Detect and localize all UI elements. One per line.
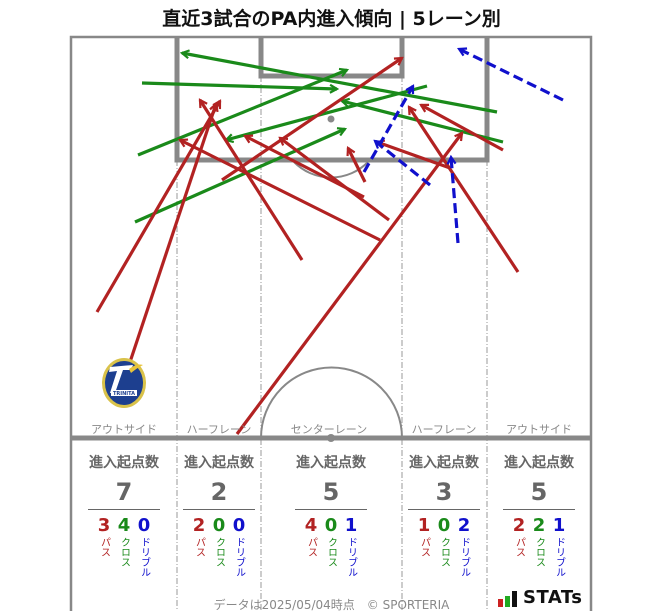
dribble-label: ドリブル	[233, 537, 245, 577]
center-circle	[260, 366, 403, 439]
stat-total: 3	[408, 478, 480, 510]
logo-bar-black-icon	[512, 591, 517, 607]
logo-bar-red-icon	[498, 599, 503, 607]
stat-header: 進入起点数	[504, 455, 574, 471]
dribble-count: 1	[552, 515, 566, 536]
pass-label: パス	[98, 537, 110, 557]
dribble-count: 0	[137, 515, 151, 536]
penalty-spot	[327, 115, 335, 123]
logo-bar-green-icon	[505, 596, 510, 607]
lane-label-halfspace-left: ハーフレーン	[186, 423, 252, 436]
lane-stats-outside-right: 進入起点数 5 2 パス 2 クロス 1 ドリブル	[499, 452, 579, 577]
cross-count: 4	[117, 515, 131, 536]
team-crest-icon: TRINITA	[102, 358, 146, 408]
stat-header: 進入起点数	[296, 455, 366, 471]
cross-label: クロス	[438, 537, 450, 567]
stat-total: 2	[183, 478, 255, 510]
dribble-label: ドリブル	[138, 537, 150, 577]
dribble-count: 0	[232, 515, 246, 536]
center-spot	[327, 434, 335, 442]
cross-label: クロス	[213, 537, 225, 567]
cross-count: 0	[212, 515, 226, 536]
cross-count: 0	[437, 515, 451, 536]
pass-label: パス	[418, 537, 430, 557]
dribble-label: ドリブル	[345, 537, 357, 577]
cross-count: 0	[324, 515, 338, 536]
cross-arrows	[134, 53, 504, 224]
stat-total: 5	[295, 478, 367, 510]
lane-label-center: センターレーン	[290, 423, 368, 436]
stat-total: 7	[88, 478, 160, 510]
lane-stats-halfspace-left: 進入起点数 2 2 パス 0 クロス 0 ドリブル	[179, 452, 259, 577]
stat-header: 進入起点数	[409, 455, 479, 471]
svg-text:TRINITA: TRINITA	[113, 391, 135, 397]
pass-count: 2	[192, 515, 206, 536]
cross-count: 2	[532, 515, 546, 536]
pass-arrows	[95, 56, 520, 435]
dribble-label: ドリブル	[458, 537, 470, 577]
lane-label-outside-right: アウトサイド	[506, 423, 572, 436]
footer-credit: データは2025/05/04時点 © SPORTERIA	[213, 598, 450, 612]
stats-logo: STATs	[498, 589, 582, 607]
cross-label: クロス	[325, 537, 337, 567]
stat-header: 進入起点数	[184, 455, 254, 471]
dribble-label: ドリブル	[553, 537, 565, 577]
lane-stats-center: 進入起点数 5 4 パス 0 クロス 1 ドリブル	[291, 452, 371, 577]
pass-count: 3	[97, 515, 111, 536]
cross-label: クロス	[533, 537, 545, 567]
pass-count: 2	[512, 515, 526, 536]
pass-label: パス	[513, 537, 525, 557]
dribble-arrows	[362, 49, 564, 244]
logo-text: STATs	[523, 587, 583, 608]
pass-count: 4	[304, 515, 318, 536]
cross-label: クロス	[118, 537, 130, 567]
chart-title: 直近3試合のPA内進入傾向 | 5レーン別	[162, 8, 501, 30]
pass-label: パス	[193, 537, 205, 557]
pass-count: 1	[417, 515, 431, 536]
penalty-area	[174, 37, 490, 163]
dribble-count: 1	[344, 515, 358, 536]
lane-stats-halfspace-right: 進入起点数 3 1 パス 0 クロス 2 ドリブル	[404, 452, 484, 577]
dribble-count: 2	[457, 515, 471, 536]
pass-label: パス	[305, 537, 317, 557]
lane-stats-outside-left: 進入起点数 7 3 パス 4 クロス 0 ドリブル	[84, 452, 164, 577]
pitch-outline	[69, 35, 593, 611]
lane-label-outside-left: アウトサイド	[91, 423, 157, 436]
stat-header: 進入起点数	[89, 455, 159, 471]
stat-total: 5	[503, 478, 575, 510]
lane-label-halfspace-right: ハーフレーン	[411, 423, 477, 436]
